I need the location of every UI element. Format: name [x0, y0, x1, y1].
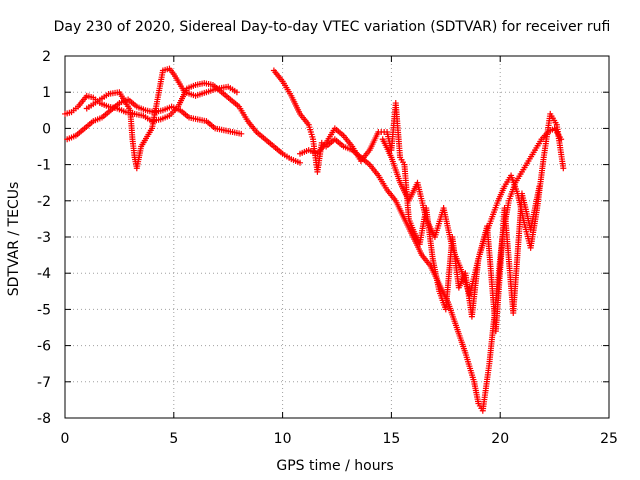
x-tick-label: 10 [274, 431, 292, 447]
data-point [536, 183, 543, 190]
x-tick-label: 15 [382, 431, 400, 447]
y-tick-label: 2 [42, 49, 51, 65]
y-tick-label: 1 [42, 85, 51, 101]
data-points [62, 65, 567, 414]
y-tick-label: -2 [37, 194, 51, 210]
data-point [560, 165, 567, 172]
data-point [233, 89, 240, 96]
data-point [297, 159, 304, 166]
series-track-f [379, 136, 543, 335]
y-tick-label: -5 [37, 302, 51, 318]
data-point [238, 130, 245, 137]
x-tick-label: 25 [600, 431, 618, 447]
series-track-c [83, 65, 240, 172]
x-tick-label: 0 [61, 431, 70, 447]
y-tick-label: -8 [37, 411, 51, 427]
y-axis-label: SDTVAR / TECUs [6, 182, 22, 297]
y-tick-label: -4 [37, 266, 51, 282]
x-axis-label: GPS time / hours [276, 458, 393, 474]
y-tick-label: -1 [37, 158, 51, 174]
x-tick-label: 20 [491, 431, 509, 447]
y-tick-label: -3 [37, 230, 51, 246]
y-tick-label: 0 [42, 121, 51, 137]
x-tick-label: 5 [169, 431, 178, 447]
series-track-a [62, 80, 304, 166]
y-tick-label: -7 [37, 375, 51, 391]
y-tick-label: -6 [37, 339, 51, 355]
chart-title: Day 230 of 2020, Sidereal Day-to-day VTE… [54, 19, 611, 35]
